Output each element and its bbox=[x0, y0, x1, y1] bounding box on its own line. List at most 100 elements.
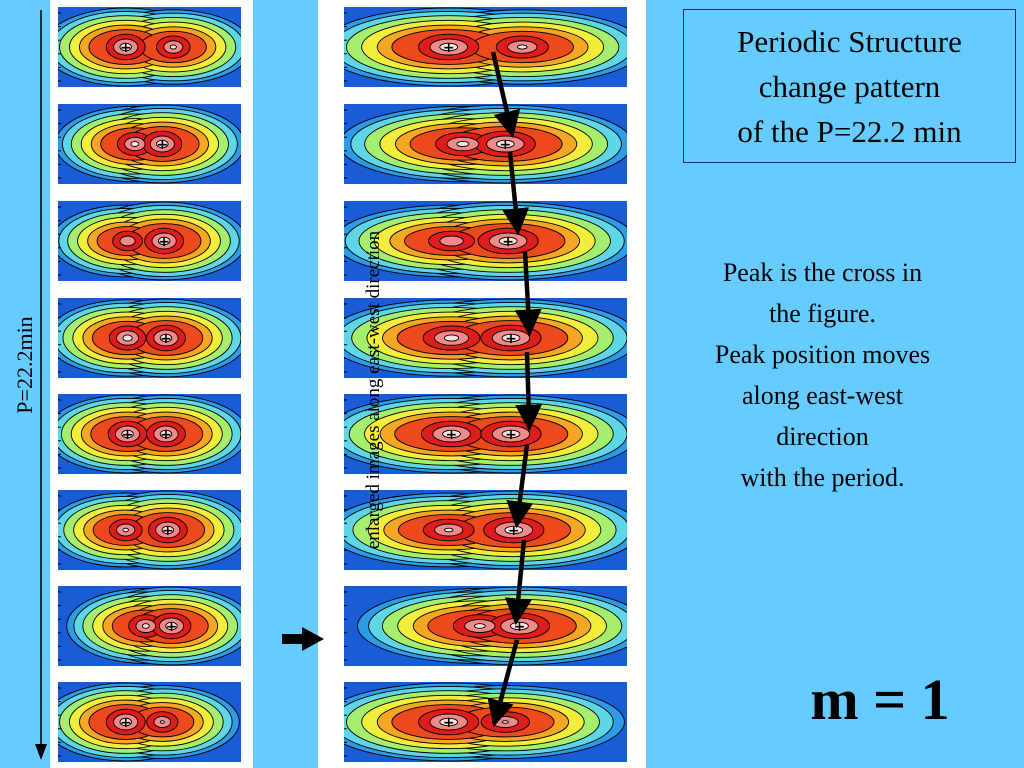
description-line: with the period. bbox=[740, 463, 905, 492]
contour-ellipse bbox=[439, 717, 459, 727]
description-line: the figure. bbox=[769, 299, 876, 328]
contour-map: + + bbox=[58, 394, 241, 474]
contour-map: + bbox=[344, 298, 627, 378]
contour-ellipse bbox=[119, 717, 132, 727]
left-contour-frame: + bbox=[58, 490, 241, 570]
contour-map: + bbox=[58, 7, 241, 87]
contour-ellipse bbox=[169, 44, 177, 50]
contour-map: + bbox=[344, 490, 627, 570]
enlarged-images-caption: enlarged images along east-west directio… bbox=[363, 230, 384, 550]
contour-ellipse bbox=[161, 525, 175, 535]
title-line: of the P=22.2 min bbox=[737, 114, 962, 149]
peak-cross-marker: + bbox=[158, 234, 170, 250]
contour-ellipse bbox=[501, 429, 521, 439]
peak-cross-marker: + bbox=[162, 523, 174, 539]
contour-ellipse bbox=[442, 429, 461, 439]
title-line: Periodic Structure bbox=[737, 24, 962, 59]
peak-cross-marker: + bbox=[160, 427, 172, 443]
contour-level bbox=[119, 717, 165, 727]
contour-ellipse bbox=[159, 429, 173, 439]
left-contour-frame: + bbox=[58, 586, 241, 666]
contour-level bbox=[157, 236, 171, 246]
title-line: change pattern bbox=[758, 69, 941, 104]
contour-ellipse bbox=[159, 333, 173, 343]
contour-ellipse bbox=[165, 621, 178, 631]
contour-map: + bbox=[58, 682, 241, 762]
peak-cross-marker: + bbox=[166, 619, 178, 635]
contour-map: + bbox=[58, 201, 241, 281]
contour-ellipse bbox=[156, 139, 169, 149]
contour-level bbox=[498, 236, 518, 246]
contour-level bbox=[122, 525, 175, 535]
contour-ellipse bbox=[498, 236, 518, 246]
left-contour-frame: + bbox=[58, 7, 241, 87]
contour-level bbox=[429, 38, 538, 56]
period-axis-arrow bbox=[35, 10, 47, 760]
description-line: Peak position moves bbox=[714, 340, 931, 369]
left-contour-frame: + + bbox=[58, 394, 241, 474]
contour-level bbox=[141, 621, 178, 631]
peak-cross-marker: + bbox=[505, 427, 517, 443]
peak-cross-marker: + bbox=[120, 40, 132, 56]
contour-ellipse bbox=[122, 527, 129, 533]
contour-ellipse bbox=[444, 527, 454, 533]
contour-ellipse bbox=[443, 334, 460, 342]
peak-cross-marker: + bbox=[160, 331, 172, 347]
contour-level bbox=[121, 429, 173, 439]
peak-cross-marker: + bbox=[443, 40, 455, 56]
contour-map: + bbox=[344, 682, 627, 762]
peak-cross-marker: + bbox=[122, 427, 134, 443]
contour-map: + + bbox=[344, 394, 627, 474]
contour-level bbox=[119, 42, 177, 52]
contour-ellipse bbox=[517, 44, 528, 50]
contour-ellipse bbox=[501, 720, 509, 724]
peak-cross-marker: + bbox=[120, 715, 132, 731]
contour-ellipse bbox=[495, 139, 515, 149]
contour-level bbox=[456, 139, 515, 149]
contour-ellipse bbox=[439, 42, 459, 52]
peak-cross-marker: + bbox=[502, 234, 514, 250]
contour-level bbox=[122, 333, 173, 343]
contour-map: + bbox=[344, 7, 627, 87]
description-line: along east-west bbox=[741, 381, 903, 410]
peak-cross-marker: + bbox=[446, 427, 458, 443]
peak-cross-marker: + bbox=[499, 137, 511, 153]
contour-level bbox=[130, 139, 169, 149]
peak-description: Peak is the cross in the figure. Peak po… bbox=[660, 252, 985, 498]
contour-ellipse bbox=[159, 720, 165, 724]
contour-level bbox=[442, 429, 521, 439]
contour-ellipse bbox=[473, 623, 486, 629]
contour-level bbox=[439, 42, 528, 52]
right-contour-frame: + bbox=[344, 682, 627, 762]
left-contour-frame: + bbox=[58, 104, 241, 184]
contour-ellipse bbox=[130, 140, 140, 148]
contour-ellipse bbox=[122, 334, 133, 342]
peak-cross-marker: + bbox=[443, 715, 455, 731]
period-label: P=22.2min bbox=[12, 316, 37, 414]
contour-ellipse bbox=[119, 235, 136, 247]
peak-cross-marker: + bbox=[156, 137, 168, 153]
peak-cross-marker: + bbox=[505, 331, 517, 347]
right-contour-frame: + bbox=[344, 7, 627, 87]
contour-map: + bbox=[58, 586, 241, 666]
contour-ellipse bbox=[157, 236, 171, 246]
right-contour-frame: + bbox=[344, 586, 627, 666]
left-contour-frame: + bbox=[58, 201, 241, 281]
contour-ellipse bbox=[439, 235, 464, 247]
right-contour-frame: + + bbox=[344, 394, 627, 474]
right-contour-frame: + bbox=[344, 490, 627, 570]
left-contour-frame: + bbox=[58, 682, 241, 762]
description-line: direction bbox=[776, 422, 869, 451]
contour-ellipse bbox=[456, 140, 470, 148]
contour-map: + bbox=[58, 490, 241, 570]
description-line: Peak is the cross in bbox=[722, 258, 923, 287]
contour-map: + bbox=[344, 586, 627, 666]
contour-ellipse bbox=[119, 42, 132, 52]
right-contour-frame: + bbox=[344, 298, 627, 378]
peak-cross-marker: + bbox=[508, 523, 520, 539]
peak-cross-marker: + bbox=[514, 619, 526, 635]
mode-label: m = 1 bbox=[810, 667, 950, 732]
contour-map: + bbox=[58, 104, 241, 184]
contour-ellipse bbox=[141, 623, 150, 629]
contour-ellipse bbox=[121, 429, 134, 439]
